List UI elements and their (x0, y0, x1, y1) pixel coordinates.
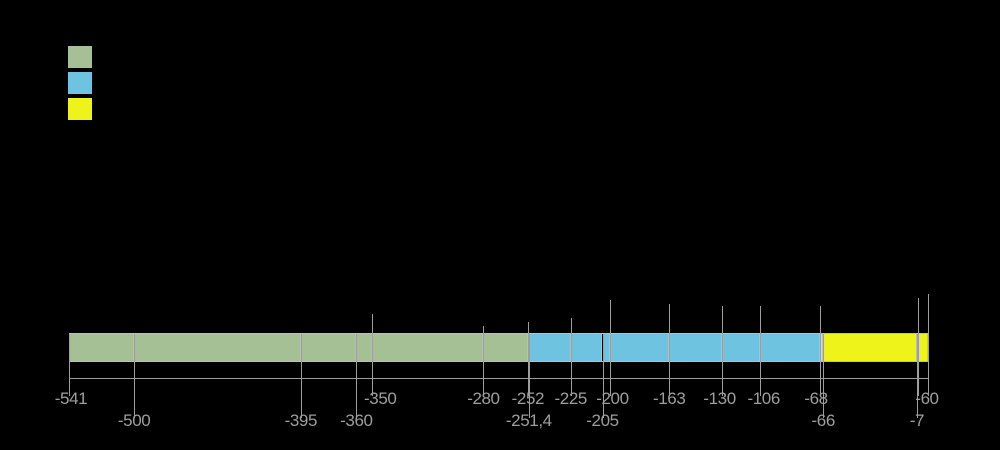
axis-label-top: -200 (596, 389, 629, 408)
axis-tick (571, 318, 572, 396)
axis-tick (669, 304, 670, 396)
bar-segment[interactable] (820, 334, 824, 361)
bar-segment[interactable] (483, 334, 528, 361)
legend-swatch-blue (68, 72, 92, 94)
axis-label-bottom: -500 (117, 411, 151, 430)
axis-label-top: -225 (554, 389, 588, 408)
bar-segment[interactable] (528, 334, 571, 361)
axis-label-top: -106 (747, 389, 780, 408)
label-leader-line (917, 378, 918, 408)
legend-item-0[interactable] (68, 44, 368, 70)
bar-segment[interactable] (721, 334, 760, 361)
legend-swatch-yellow (68, 98, 92, 120)
axis-label-top: -68 (804, 389, 828, 408)
axis-tick (760, 306, 761, 396)
axis-tick (820, 306, 821, 396)
axis-label-top: -252 (511, 389, 545, 408)
chart-legend (68, 44, 368, 122)
bar-segment[interactable] (669, 334, 722, 361)
axis-tick (610, 300, 611, 396)
axis-tick (372, 314, 373, 396)
axis-label-top: -6 (915, 389, 930, 408)
label-leader-line (301, 378, 302, 408)
axis-label-top: -350 (364, 389, 397, 408)
bar-segment[interactable] (356, 334, 373, 361)
bar-segment[interactable] (372, 334, 484, 361)
axis-label-bottom: -66 (811, 411, 836, 430)
bar-segment[interactable] (759, 334, 821, 361)
axis-label-bottom: -360 (340, 411, 373, 430)
axis-label-top: -280 (467, 389, 500, 408)
label-leader-line (603, 378, 604, 408)
axis-label-bottom: -395 (284, 411, 318, 430)
label-leader-line (356, 378, 357, 408)
bar-segment[interactable] (300, 334, 357, 361)
axis-label-bottom: -205 (586, 411, 619, 430)
label-leader-line (529, 378, 530, 408)
axis-tick (722, 306, 723, 396)
legend-swatch-green (68, 46, 92, 68)
bar-segment[interactable] (602, 334, 611, 361)
bar-segment[interactable] (610, 334, 670, 361)
axis-tick (356, 334, 357, 418)
axis-line (69, 378, 928, 379)
legend-item-1[interactable] (68, 70, 368, 96)
bar-segment[interactable] (69, 334, 135, 361)
axis-label-bottom: -7 (909, 411, 925, 430)
axis-tick (301, 334, 302, 418)
axis-tick (917, 334, 918, 418)
axis-tick (134, 334, 135, 418)
bar-segment[interactable] (134, 334, 301, 361)
axis-label-top: -130 (703, 389, 736, 408)
bar-segment[interactable] (570, 334, 603, 361)
bar-segment[interactable] (916, 334, 928, 361)
label-leader-line (823, 378, 824, 408)
axis-tick (918, 298, 919, 396)
axis-label-top: -541 (54, 389, 88, 408)
bar-segment[interactable] (823, 334, 917, 361)
axis-tick (603, 334, 604, 418)
axis-tick (528, 322, 529, 396)
axis-label-top: 0 (929, 389, 939, 408)
axis-tick (928, 294, 929, 396)
axis-tick (823, 334, 824, 418)
axis-label-bottom: -251,4 (505, 411, 552, 430)
axis-label-top: -163 (652, 389, 686, 408)
axis-tick (69, 334, 70, 396)
label-leader-line (134, 378, 135, 408)
axis-tick (529, 334, 530, 418)
axis-tick (483, 326, 484, 396)
legend-item-2[interactable] (68, 96, 368, 122)
